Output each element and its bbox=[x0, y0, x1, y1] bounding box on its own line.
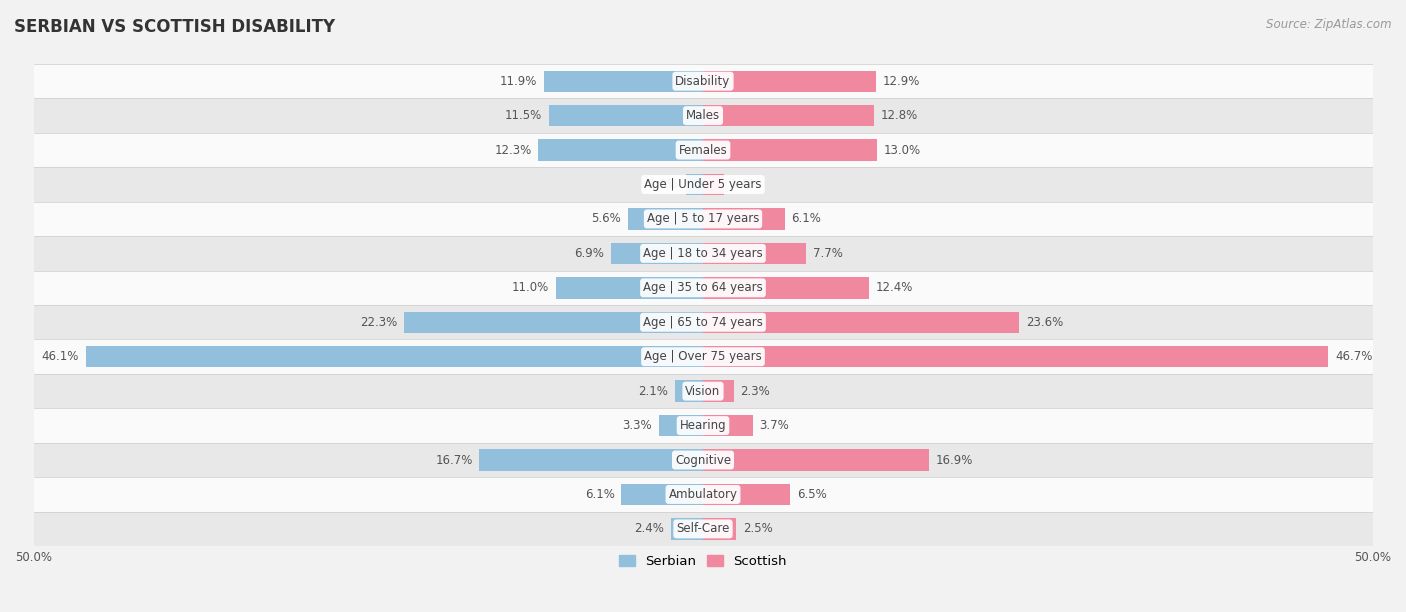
Text: 11.0%: 11.0% bbox=[512, 282, 548, 294]
Text: 2.4%: 2.4% bbox=[634, 523, 664, 536]
Text: Age | Over 75 years: Age | Over 75 years bbox=[644, 350, 762, 363]
Bar bbox=[34, 133, 1372, 167]
Text: 11.5%: 11.5% bbox=[505, 109, 543, 122]
Bar bbox=[659, 415, 703, 436]
Text: 7.7%: 7.7% bbox=[813, 247, 842, 260]
Bar bbox=[34, 374, 1372, 408]
Bar bbox=[479, 449, 703, 471]
Text: 11.9%: 11.9% bbox=[499, 75, 537, 88]
Text: Disability: Disability bbox=[675, 75, 731, 88]
Text: Age | 65 to 74 years: Age | 65 to 74 years bbox=[643, 316, 763, 329]
Text: Hearing: Hearing bbox=[679, 419, 727, 432]
Bar bbox=[703, 208, 785, 230]
Bar bbox=[405, 312, 703, 333]
Text: 2.3%: 2.3% bbox=[741, 385, 770, 398]
Bar bbox=[34, 443, 1372, 477]
Text: 2.5%: 2.5% bbox=[744, 523, 773, 536]
Text: 2.1%: 2.1% bbox=[638, 385, 668, 398]
Text: 12.8%: 12.8% bbox=[882, 109, 918, 122]
Bar bbox=[610, 243, 703, 264]
Bar bbox=[686, 174, 703, 195]
Bar bbox=[621, 484, 703, 505]
Text: 22.3%: 22.3% bbox=[360, 316, 398, 329]
Bar bbox=[703, 381, 734, 402]
Text: 6.5%: 6.5% bbox=[797, 488, 827, 501]
Bar bbox=[703, 346, 1329, 367]
Bar bbox=[703, 484, 790, 505]
Text: Cognitive: Cognitive bbox=[675, 453, 731, 466]
Text: 5.6%: 5.6% bbox=[592, 212, 621, 225]
Bar bbox=[703, 105, 875, 126]
Text: Source: ZipAtlas.com: Source: ZipAtlas.com bbox=[1267, 18, 1392, 31]
Text: Age | 18 to 34 years: Age | 18 to 34 years bbox=[643, 247, 763, 260]
Bar bbox=[703, 140, 877, 161]
Text: 3.7%: 3.7% bbox=[759, 419, 789, 432]
Text: Age | Under 5 years: Age | Under 5 years bbox=[644, 178, 762, 191]
Text: 6.9%: 6.9% bbox=[574, 247, 605, 260]
Bar bbox=[34, 512, 1372, 546]
Bar bbox=[544, 70, 703, 92]
Text: 46.7%: 46.7% bbox=[1336, 350, 1372, 363]
Text: 13.0%: 13.0% bbox=[884, 144, 921, 157]
Text: 46.1%: 46.1% bbox=[42, 350, 79, 363]
Legend: Serbian, Scottish: Serbian, Scottish bbox=[614, 550, 792, 573]
Text: Males: Males bbox=[686, 109, 720, 122]
Bar bbox=[34, 477, 1372, 512]
Bar bbox=[703, 277, 869, 299]
Text: 12.9%: 12.9% bbox=[883, 75, 920, 88]
Bar bbox=[34, 64, 1372, 99]
Text: Females: Females bbox=[679, 144, 727, 157]
Bar bbox=[548, 105, 703, 126]
Bar bbox=[703, 518, 737, 540]
Bar bbox=[34, 99, 1372, 133]
Bar bbox=[34, 202, 1372, 236]
Bar bbox=[671, 518, 703, 540]
Text: Vision: Vision bbox=[685, 385, 721, 398]
Text: Self-Care: Self-Care bbox=[676, 523, 730, 536]
Bar bbox=[34, 167, 1372, 202]
Bar bbox=[703, 70, 876, 92]
Text: 1.6%: 1.6% bbox=[731, 178, 761, 191]
Bar bbox=[34, 305, 1372, 340]
Bar bbox=[34, 271, 1372, 305]
Text: 6.1%: 6.1% bbox=[792, 212, 821, 225]
Bar bbox=[703, 449, 929, 471]
Text: 23.6%: 23.6% bbox=[1026, 316, 1063, 329]
Text: 16.7%: 16.7% bbox=[436, 453, 472, 466]
Text: 1.3%: 1.3% bbox=[650, 178, 679, 191]
Bar bbox=[703, 174, 724, 195]
Text: Ambulatory: Ambulatory bbox=[668, 488, 738, 501]
Bar bbox=[675, 381, 703, 402]
Bar bbox=[703, 312, 1019, 333]
Text: 12.4%: 12.4% bbox=[876, 282, 912, 294]
Bar bbox=[538, 140, 703, 161]
Bar bbox=[628, 208, 703, 230]
Bar bbox=[34, 236, 1372, 271]
Text: Age | 5 to 17 years: Age | 5 to 17 years bbox=[647, 212, 759, 225]
Text: Age | 35 to 64 years: Age | 35 to 64 years bbox=[643, 282, 763, 294]
Text: 12.3%: 12.3% bbox=[495, 144, 531, 157]
Bar bbox=[86, 346, 703, 367]
Bar bbox=[703, 243, 806, 264]
Bar bbox=[34, 408, 1372, 443]
Text: 6.1%: 6.1% bbox=[585, 488, 614, 501]
Bar bbox=[555, 277, 703, 299]
Text: SERBIAN VS SCOTTISH DISABILITY: SERBIAN VS SCOTTISH DISABILITY bbox=[14, 18, 335, 36]
Bar bbox=[703, 415, 752, 436]
Text: 3.3%: 3.3% bbox=[623, 419, 652, 432]
Text: 16.9%: 16.9% bbox=[936, 453, 973, 466]
Bar bbox=[34, 340, 1372, 374]
